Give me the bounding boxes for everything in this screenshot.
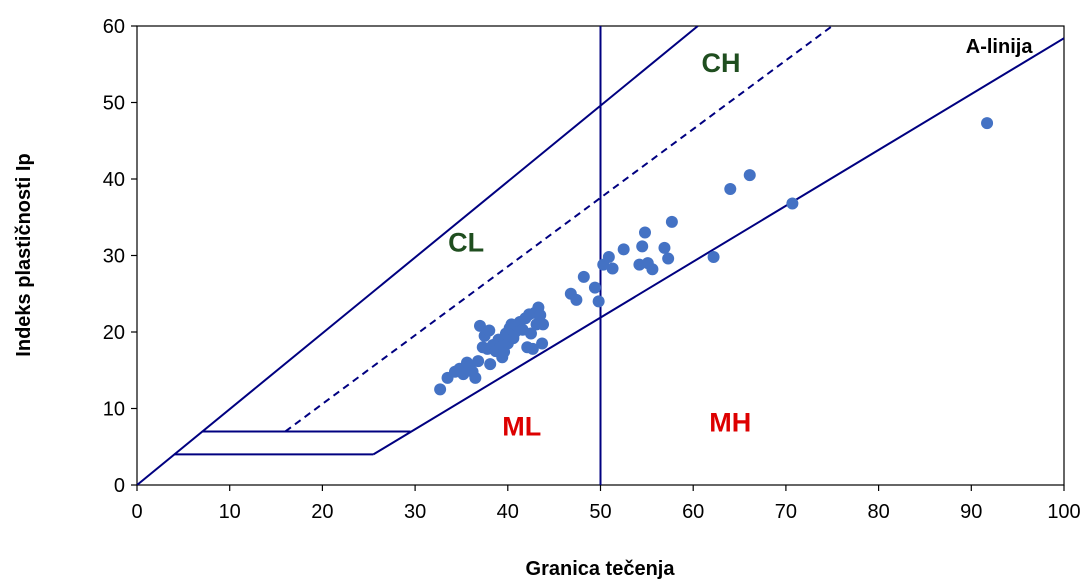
a-line-label: A-linija <box>966 36 1034 58</box>
x-tick-label: 40 <box>497 501 519 523</box>
x-tick-label: 80 <box>867 501 889 523</box>
data-point <box>646 263 659 276</box>
data-point <box>588 281 601 294</box>
region-label-ch: CH <box>702 48 741 78</box>
reference-lines <box>137 26 1064 485</box>
data-point <box>658 241 671 254</box>
data-point <box>592 295 605 308</box>
data-point <box>786 197 799 210</box>
data-point <box>536 337 549 350</box>
reference-line-a-line <box>372 37 1064 456</box>
data-point <box>617 243 630 256</box>
data-point <box>526 342 539 355</box>
data-point <box>472 355 485 368</box>
data-point <box>707 251 720 264</box>
x-tick-label: 10 <box>219 501 241 523</box>
data-point <box>638 226 651 239</box>
data-point <box>743 169 756 182</box>
data-point <box>537 318 550 331</box>
data-point <box>636 240 649 253</box>
region-label-mh: MH <box>709 407 751 437</box>
x-tick-label: 50 <box>589 501 611 523</box>
reference-line-u-line <box>137 26 699 485</box>
region-labels: CL CH ML MH <box>448 48 751 441</box>
x-tick-label: 90 <box>960 501 982 523</box>
data-point <box>662 252 675 265</box>
data-point <box>602 251 615 264</box>
y-axis-title: Indeks plastičnosti Ip <box>13 153 35 356</box>
y-tick-label: 20 <box>103 322 125 344</box>
data-point <box>577 270 590 283</box>
y-tick-label: 60 <box>103 16 125 38</box>
reference-line-dashed <box>284 26 833 433</box>
x-tick-label: 20 <box>311 501 333 523</box>
data-point <box>473 319 486 332</box>
data-point <box>534 309 547 322</box>
y-tick-label: 50 <box>103 93 125 115</box>
data-point <box>483 324 496 337</box>
x-axis-ticks: 0 10 20 30 40 50 60 70 80 90 100 <box>131 485 1081 523</box>
data-point <box>606 262 619 275</box>
region-label-ml: ML <box>502 411 541 441</box>
x-tick-label: 100 <box>1047 501 1080 523</box>
x-tick-label: 30 <box>404 501 426 523</box>
region-label-cl: CL <box>448 228 484 258</box>
y-axis-ticks: 0 10 20 30 40 50 60 <box>103 16 137 497</box>
data-point <box>981 117 994 130</box>
y-tick-label: 10 <box>103 399 125 421</box>
y-tick-label: 40 <box>103 169 125 191</box>
data-points <box>434 117 994 396</box>
x-tick-label: 60 <box>682 501 704 523</box>
x-axis-title: Granica tečenja <box>526 558 676 580</box>
data-point <box>724 182 737 195</box>
data-point <box>665 215 678 228</box>
x-tick-label: 0 <box>131 501 142 523</box>
y-tick-label: 30 <box>103 246 125 268</box>
y-tick-label: 0 <box>114 475 125 497</box>
data-point <box>469 371 482 384</box>
data-point <box>484 358 497 371</box>
x-tick-label: 70 <box>775 501 797 523</box>
data-point <box>434 383 447 396</box>
data-point <box>524 327 537 340</box>
data-point <box>570 293 583 306</box>
